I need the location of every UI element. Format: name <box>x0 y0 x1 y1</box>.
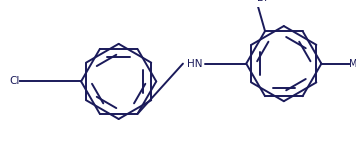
Text: Cl: Cl <box>9 76 20 86</box>
Text: HN: HN <box>187 59 203 69</box>
Text: Me: Me <box>349 59 356 69</box>
Text: Br: Br <box>257 0 269 3</box>
